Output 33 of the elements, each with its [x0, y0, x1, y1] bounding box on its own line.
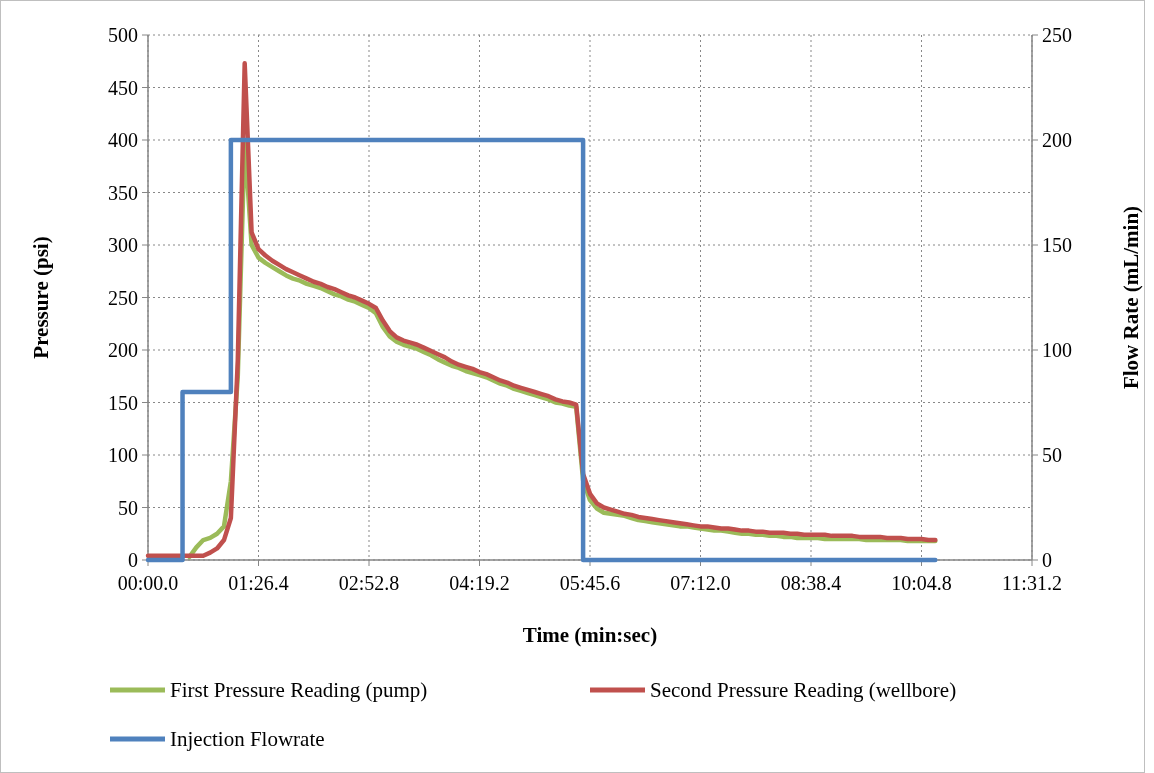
legend-label: Second Pressure Reading (wellbore) [650, 678, 957, 703]
legend-label: First Pressure Reading (pump) [170, 678, 428, 703]
y2-tick-label: 0 [1042, 549, 1052, 571]
y-tick-label: 450 [108, 76, 138, 99]
y-tick-label: 250 [108, 286, 138, 309]
x-tick-label: 02:52.8 [338, 572, 400, 594]
x-tick-label: 10:04.8 [891, 572, 952, 594]
y-tick-label: 500 [108, 24, 138, 46]
y2-tick-label: 250 [1042, 24, 1072, 46]
y-tick-label: 350 [108, 181, 138, 204]
line-series [145, 61, 938, 559]
y-tick-label: 150 [108, 391, 138, 414]
y-axis-title: Pressure (psi) [29, 236, 53, 359]
y2-tick-label: 150 [1042, 234, 1072, 256]
x-tick-label: 11:31.2 [1002, 572, 1062, 594]
y2-tick-label: 200 [1042, 129, 1072, 151]
legend-label: Injection Flowrate [170, 727, 325, 752]
x-tick-label: 07:12.0 [670, 572, 731, 594]
y2-tick-label: 50 [1042, 444, 1062, 466]
y-tick-label: 50 [118, 496, 138, 519]
y-tick-label: 300 [108, 234, 138, 256]
x-tick-label: 04:19.2 [449, 572, 510, 594]
y2-tick-label: 100 [1042, 339, 1072, 361]
x-axis-title: Time (min:sec) [522, 623, 658, 647]
y-tick-label: 0 [128, 549, 138, 571]
x-tick-label: 01:26.4 [228, 572, 289, 594]
y-tick-label: 200 [108, 339, 138, 361]
y-tick-label: 400 [108, 129, 138, 151]
x-tick-label: 08:38.4 [780, 572, 842, 594]
y-tick-label: 100 [108, 444, 138, 466]
x-tick-label: 05:45.6 [559, 572, 621, 594]
x-tick-label: 00:00.0 [117, 572, 179, 594]
y2-axis-title: Flow Rate (mL/min) [1119, 205, 1143, 390]
